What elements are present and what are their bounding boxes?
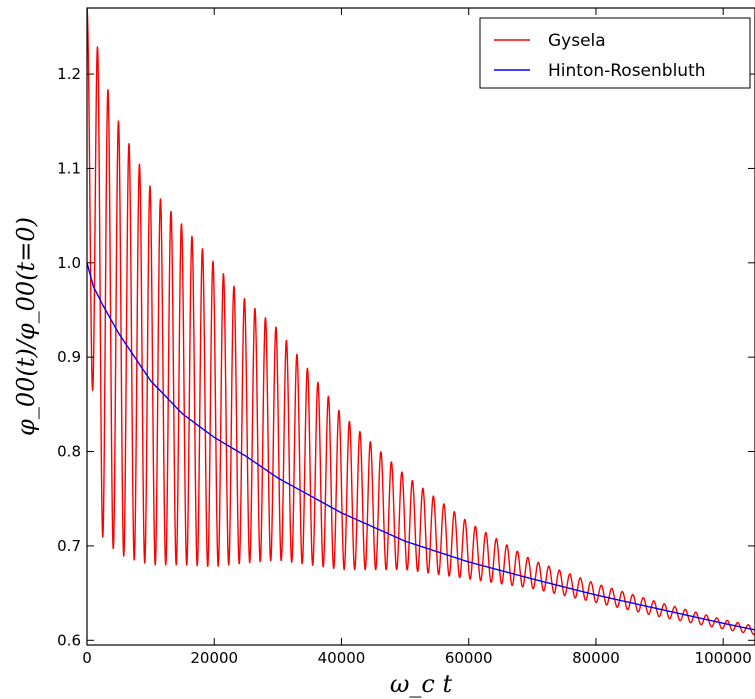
series-layer: [87, 8, 755, 636]
x-tick-label: 80000: [572, 649, 620, 667]
y-tick-label: 0.6: [57, 631, 81, 649]
y-tick-label: 1.2: [57, 65, 81, 83]
legend-label-hinton-rosenbluth: Hinton-Rosenbluth: [548, 61, 706, 81]
x-tick-label: 40000: [318, 649, 366, 667]
series-line-hinton-rosenbluth: [87, 262, 755, 631]
x-tick-label: 60000: [445, 649, 493, 667]
plot-area: [87, 8, 755, 636]
x-axis-label: ω_c t: [390, 670, 453, 698]
x-tick-label: 20000: [190, 649, 238, 667]
legend-label-gysela: Gysela: [548, 31, 606, 51]
x-tick-label: 0: [82, 649, 92, 667]
legend: Gysela Hinton-Rosenbluth: [479, 17, 751, 89]
plot-frame: [86, 7, 755, 646]
x-tick-label: 100000: [695, 649, 752, 667]
ticks-layer: 0 20000 40000 60000 80000 100000 0.6 0.7 0.8 0.9 1…: [57, 8, 755, 667]
y-tick-label: 0.9: [57, 348, 81, 366]
y-tick-label: 0.8: [57, 443, 81, 461]
y-tick-label: 0.7: [57, 537, 81, 555]
y-tick-label: 1.1: [57, 159, 81, 177]
y-tick-label: 1.0: [57, 254, 81, 272]
y-axis-label: φ_00(t)/φ_00(t=0): [12, 217, 40, 436]
series-line-gysela: [87, 8, 755, 636]
legend-box: [479, 17, 751, 89]
